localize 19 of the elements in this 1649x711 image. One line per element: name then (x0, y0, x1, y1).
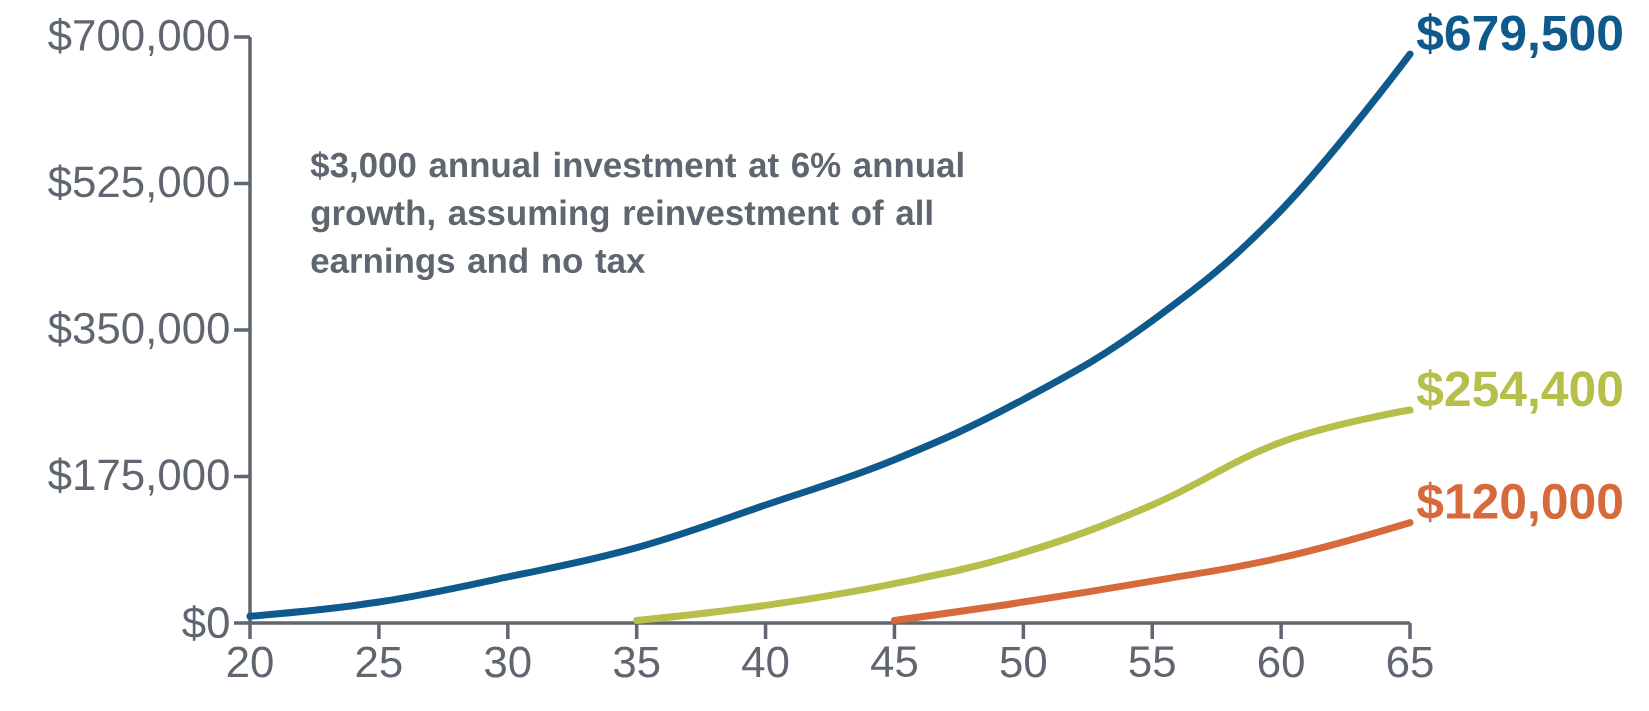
x-tick-label: 60 (1258, 646, 1304, 678)
y-tick-label: $350,000 (48, 310, 229, 350)
y-tick-label: $700,000 (48, 17, 229, 57)
annotation: $3,000 annual investment at 6% annual growth, assuming reinvestment of all earnings and no tax (310, 151, 963, 281)
y-tick-label: $175,000 (48, 457, 229, 496)
x-tick-label: 25 (356, 646, 402, 678)
x-tick-label: 65 (1387, 646, 1433, 678)
x-tick-label: 50 (1000, 646, 1046, 678)
x-tick-label: 55 (1129, 646, 1175, 678)
y-tick-label: $525,000 (48, 164, 229, 203)
x-tick-label: 35 (613, 646, 660, 678)
x-tick-label: 20 (227, 646, 273, 678)
y-tick-label: $0 (182, 605, 229, 641)
data-label: $679,500 (1416, 13, 1622, 58)
x-tick-label: 45 (871, 646, 917, 678)
x-tick-label: 40 (742, 646, 789, 678)
data-label: $254,400 (1416, 369, 1622, 414)
x-tick-label: 30 (485, 646, 531, 678)
data-label: $120,000 (1416, 481, 1622, 527)
